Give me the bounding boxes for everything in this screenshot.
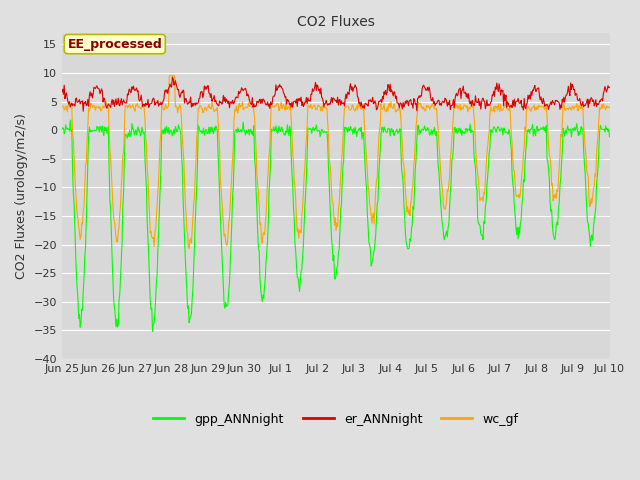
Legend: gpp_ANNnight, er_ANNnight, wc_gf: gpp_ANNnight, er_ANNnight, wc_gf <box>148 408 524 431</box>
Title: CO2 Fluxes: CO2 Fluxes <box>297 15 374 29</box>
Text: EE_processed: EE_processed <box>67 37 162 50</box>
Y-axis label: CO2 Fluxes (urology/m2/s): CO2 Fluxes (urology/m2/s) <box>15 113 28 279</box>
